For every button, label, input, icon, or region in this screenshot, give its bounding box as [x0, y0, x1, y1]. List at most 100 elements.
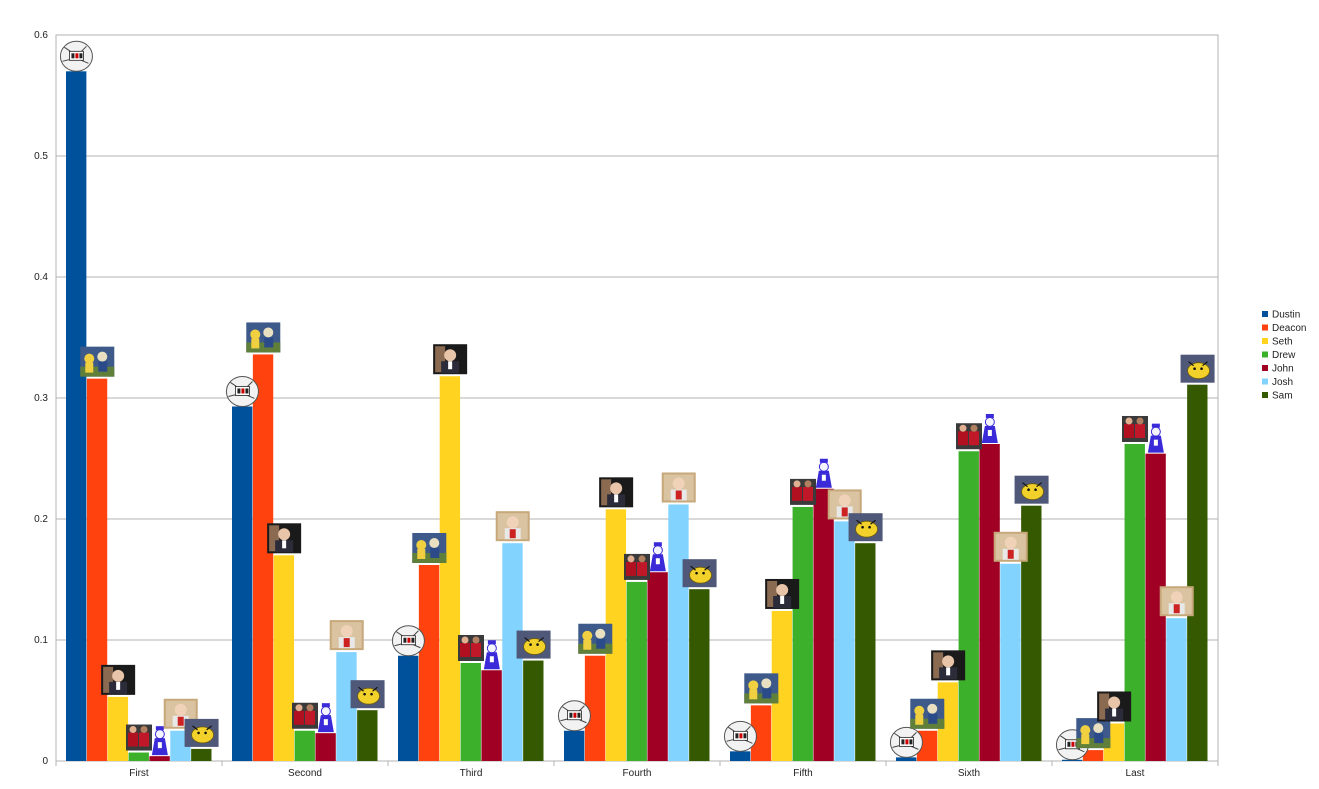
legend-label: Josh — [1272, 377, 1293, 388]
football-team-photo-icon — [80, 346, 115, 377]
x-axis: First Second Third Fourth Fifth Sixth Last — [55, 761, 1219, 779]
legend-swatch — [1262, 311, 1268, 317]
football-team-photo-icon — [910, 698, 945, 729]
man-in-suit-photo-icon — [101, 664, 136, 695]
man-in-suit-photo-icon — [267, 523, 302, 554]
legend-swatch — [1262, 324, 1268, 331]
man-in-suit-photo-icon — [1097, 691, 1132, 722]
bar-drew — [460, 662, 481, 761]
hockey-mask-sketch-icon — [557, 700, 591, 732]
coach-portrait-photo-icon — [1159, 586, 1194, 617]
bar-deacon — [584, 655, 606, 761]
legend-label: Drew — [1272, 350, 1296, 361]
legend-label: Dustin — [1272, 310, 1300, 321]
bar-john — [481, 670, 502, 761]
bar-deacon — [1082, 750, 1104, 761]
x-category-label: Fifth — [793, 768, 812, 779]
cartoon-mascot-icon — [815, 458, 832, 488]
bar-sam — [855, 543, 876, 761]
bar-sam — [357, 710, 378, 761]
x-category-label: Sixth — [958, 768, 980, 779]
legend-label: Seth — [1272, 337, 1293, 348]
bar-john — [813, 488, 834, 761]
bar-sam — [1021, 505, 1042, 761]
y-tick-label: 0.3 — [34, 393, 48, 404]
football-team-photo-icon — [412, 532, 447, 563]
legend-swatch — [1262, 338, 1268, 344]
coach-portrait-photo-icon — [495, 511, 530, 542]
yellow-blob-creature-icon — [516, 630, 551, 659]
bar-drew — [1124, 443, 1145, 761]
yellow-blob-creature-icon — [184, 718, 219, 747]
bar-deacon — [418, 564, 440, 761]
bar-seth — [107, 696, 129, 761]
legend-swatch — [1262, 392, 1268, 398]
legend-label: Deacon — [1272, 323, 1306, 334]
cartoon-mascot-icon — [981, 413, 998, 443]
yellow-blob-creature-icon — [682, 559, 717, 588]
legend-label: Sam — [1272, 391, 1293, 402]
bar-sam — [523, 660, 544, 761]
x-category-label: Third — [460, 768, 483, 779]
bar-drew — [626, 581, 647, 761]
x-category-label: Second — [288, 768, 322, 779]
x-category-label: Last — [1126, 768, 1145, 779]
hockey-mask-sketch-icon — [723, 720, 757, 752]
bar-markers — [59, 40, 1215, 761]
player-celebration-photo-icon — [458, 634, 484, 661]
man-in-suit-photo-icon — [765, 578, 800, 609]
hockey-mask-sketch-icon — [889, 726, 923, 758]
bar-seth — [273, 555, 295, 761]
y-tick-label: 0.6 — [34, 30, 48, 41]
bar-deacon — [252, 354, 274, 761]
bar-josh — [502, 543, 523, 761]
coach-portrait-photo-icon — [329, 620, 364, 651]
bar-sam — [1187, 384, 1208, 761]
player-celebration-photo-icon — [1122, 415, 1148, 442]
man-in-suit-photo-icon — [931, 650, 966, 681]
bar-josh — [834, 521, 855, 761]
y-tick-label: 0.4 — [34, 272, 48, 283]
bar-seth — [439, 376, 461, 761]
player-celebration-photo-icon — [292, 702, 318, 729]
bar-dustin — [564, 730, 585, 761]
bar-josh — [336, 652, 357, 761]
bar-dustin — [1062, 759, 1083, 761]
player-celebration-photo-icon — [126, 724, 152, 751]
cartoon-mascot-icon — [649, 542, 666, 572]
bars — [66, 71, 1208, 762]
bar-deacon — [86, 378, 108, 761]
bar-dustin — [398, 655, 419, 761]
bar-sam — [191, 748, 212, 761]
player-celebration-photo-icon — [956, 423, 982, 450]
football-team-photo-icon — [578, 623, 613, 654]
bar-drew — [792, 506, 813, 761]
yellow-blob-creature-icon — [350, 680, 385, 709]
legend-swatch — [1262, 365, 1268, 371]
yellow-blob-creature-icon — [848, 513, 883, 542]
bar-dustin — [66, 71, 87, 762]
x-category-label: First — [129, 768, 149, 779]
bar-john — [1145, 453, 1166, 761]
bar-deacon — [750, 705, 772, 761]
cartoon-mascot-icon — [1147, 423, 1164, 453]
x-category-label: Fourth — [623, 768, 652, 779]
bar-john — [149, 756, 170, 761]
bar-josh — [1000, 563, 1021, 761]
coach-portrait-photo-icon — [993, 531, 1028, 562]
legend-label: John — [1272, 364, 1294, 375]
hockey-mask-sketch-icon — [391, 625, 425, 657]
bar-drew — [294, 730, 315, 761]
y-tick-label: 0.5 — [34, 151, 48, 162]
bar-seth — [605, 509, 627, 761]
yellow-blob-creature-icon — [1014, 475, 1049, 504]
y-tick-label: 0 — [42, 756, 48, 767]
cartoon-mascot-icon — [151, 726, 168, 756]
legend-swatch — [1262, 351, 1268, 358]
player-celebration-photo-icon — [790, 478, 816, 505]
man-in-suit-photo-icon — [433, 344, 468, 375]
legend: Dustin Deacon Seth Drew John Josh Sam — [1262, 310, 1306, 402]
bar-josh — [1166, 618, 1187, 761]
